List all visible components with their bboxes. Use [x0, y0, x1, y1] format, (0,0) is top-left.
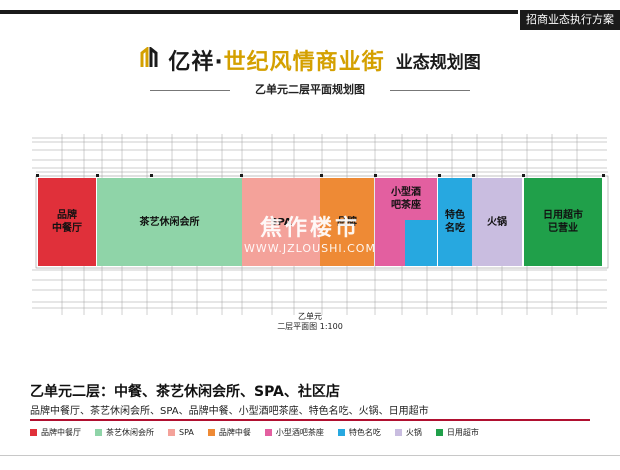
plan-subtitle: 乙单元二层平面规划图 — [255, 83, 365, 96]
brand-title: 亿祥·世纪风情商业街 — [168, 44, 384, 76]
zone-hotpot: 火锅 — [472, 178, 522, 266]
legend: 品牌中餐厅 茶艺休闲会所 SPA 品牌中餐 小型酒吧茶座 特色名吃 火锅 日用超… — [30, 427, 610, 438]
zone-bar-teahouse-label: 小型酒 吧茶座 — [391, 187, 421, 211]
zone-brand-restaurant: 品牌 中餐厅 — [38, 178, 96, 266]
legend-swatch — [264, 429, 272, 436]
zone-tea-club-label: 茶艺休闲会所 — [139, 216, 200, 228]
zone-spa: SPA — [242, 178, 320, 266]
header-rule — [0, 10, 518, 14]
legend-swatch — [337, 429, 345, 436]
watermark: 焦作楼市 WWW.JZLOUSHI.COM — [220, 210, 400, 255]
zone-tea-club: 茶艺休闲会所 — [97, 178, 242, 266]
floor-plan: 品牌 中餐厅 茶艺休闲会所 SPA 品牌 小型酒 吧茶座 特色 名吃 火锅 日用… — [22, 120, 618, 320]
legend-item-brand-chinese: 品牌中餐 — [207, 427, 251, 438]
zone-blue-lower — [405, 220, 437, 266]
zone-spa-label: SPA — [270, 216, 292, 228]
subtitle-rule-right — [390, 90, 470, 91]
legend-item-snacks: 特色名吃 — [337, 427, 381, 438]
brand-heading: 亿祥·世纪风情商业街 业态规划图 — [0, 44, 620, 76]
summary-list: 品牌中餐厅、茶艺休闲会所、SPA、品牌中餐、小型酒吧茶座、特色名吃、火锅、日用超… — [30, 406, 429, 417]
summary-rule — [30, 419, 590, 421]
legend-label: 特色名吃 — [348, 428, 381, 437]
legend-label: 日用超市 — [446, 428, 479, 437]
zone-bar-teahouse-lower — [375, 220, 405, 266]
legend-swatch — [435, 429, 443, 436]
legend-swatch — [394, 429, 402, 436]
legend-label: 茶艺休闲会所 — [106, 428, 154, 437]
subtitle-rule-left — [150, 90, 230, 91]
zone-snacks: 特色 名吃 — [438, 178, 472, 266]
plan-caption-unit: 乙单元 — [298, 312, 322, 321]
legend-swatch — [168, 429, 175, 436]
zone-brand-restaurant-label: 品牌 中餐厅 — [52, 210, 82, 234]
summary-title: 乙单元二层：中餐、茶艺休闲会所、SPA、社区店 — [30, 384, 340, 400]
legend-swatch — [30, 429, 37, 436]
legend-item-supermarket: 日用超市 — [435, 427, 479, 438]
zone-snacks-label: 特色 名吃 — [445, 210, 465, 234]
zone-brand-chinese-label: 品牌 — [337, 216, 357, 228]
plan-caption: 乙单元 二层平面图 1:100 — [250, 312, 370, 332]
legend-item-brand-restaurant: 品牌中餐厅 — [30, 427, 81, 438]
brand-plan-title: 业态规划图 — [395, 52, 481, 73]
brand-prefix: 亿祥· — [168, 50, 224, 75]
watermark-en: WWW.JZLOUSHI.COM — [244, 242, 376, 255]
footer-rule — [0, 455, 620, 456]
brand-logo-icon — [139, 45, 159, 73]
legend-label: 品牌中餐 — [218, 428, 251, 437]
zone-bar-teahouse: 小型酒 吧茶座 — [375, 178, 437, 220]
zone-supermarket-label: 日用超市 已营业 — [543, 210, 583, 234]
watermark-cn: 焦作楼市 — [259, 216, 360, 241]
legend-item-hotpot: 火锅 — [394, 427, 422, 438]
zone-hotpot-label: 火锅 — [487, 216, 507, 228]
legend-swatch — [207, 429, 215, 436]
subtitle-block: 乙单元二层平面规划图 — [150, 80, 470, 100]
plan-caption-scale: 二层平面图 1:100 — [277, 322, 343, 331]
brand-name: 世纪风情商业街 — [223, 50, 385, 75]
document-tag: 招商业态执行方案 — [520, 10, 620, 30]
legend-label: SPA — [179, 428, 194, 437]
top-bar — [0, 0, 620, 10]
legend-item-tea-club: 茶艺休闲会所 — [95, 427, 154, 438]
legend-label: 品牌中餐厅 — [41, 428, 81, 437]
legend-swatch — [95, 429, 102, 436]
zone-brand-chinese: 品牌 — [320, 178, 374, 266]
zone-supermarket: 日用超市 已营业 — [524, 178, 602, 266]
legend-item-bar-teahouse: 小型酒吧茶座 — [264, 427, 324, 438]
legend-label: 火锅 — [405, 428, 422, 437]
legend-item-spa: SPA — [168, 427, 194, 438]
legend-label: 小型酒吧茶座 — [275, 428, 324, 437]
